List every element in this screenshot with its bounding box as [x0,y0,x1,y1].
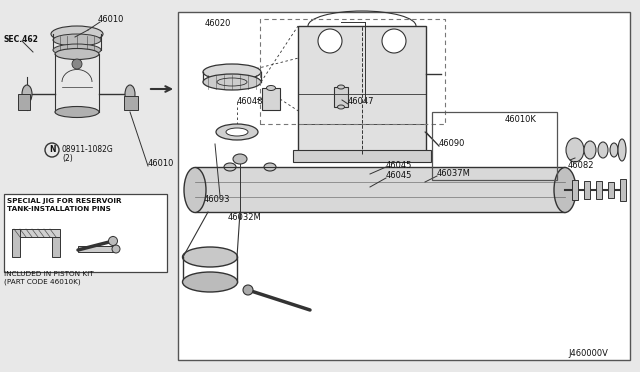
Ellipse shape [224,163,236,171]
Bar [12,229,60,237]
Text: 46047: 46047 [348,97,374,106]
Bar [195,167,565,212]
Text: 46037M: 46037M [437,170,471,179]
Ellipse shape [55,48,99,60]
Ellipse shape [337,105,344,109]
Bar [620,179,626,201]
Text: 46090: 46090 [439,140,465,148]
Ellipse shape [226,128,248,136]
Ellipse shape [125,85,135,103]
Ellipse shape [566,138,584,162]
Ellipse shape [584,141,596,159]
Text: 46032M: 46032M [228,212,262,221]
Text: SEC.462: SEC.462 [4,35,39,44]
Text: 46082: 46082 [568,160,595,170]
Text: N: N [49,145,55,154]
Bar [262,88,280,110]
Text: 46020: 46020 [205,19,232,29]
Circle shape [243,285,253,295]
Ellipse shape [598,142,608,158]
Bar [608,182,614,198]
Bar [124,96,138,110]
Text: 46093: 46093 [204,195,230,203]
Ellipse shape [203,74,261,90]
Text: 46010: 46010 [148,160,174,169]
Bar [334,87,348,107]
Text: TANK-INSTALLATION PINS: TANK-INSTALLATION PINS [7,206,111,212]
Ellipse shape [182,247,237,267]
Bar [596,181,602,199]
Ellipse shape [203,64,261,80]
Ellipse shape [216,124,258,140]
Bar [52,237,60,257]
Bar [572,180,578,200]
Text: J460000V: J460000V [568,350,608,359]
Ellipse shape [51,26,103,42]
Text: (2): (2) [62,154,73,163]
Bar [293,150,431,162]
Bar [12,229,20,257]
Text: 46045: 46045 [386,171,412,180]
Text: 46048: 46048 [237,97,264,106]
Text: 08911-1082G: 08911-1082G [62,145,114,154]
Ellipse shape [610,143,618,157]
Ellipse shape [554,167,576,212]
Ellipse shape [618,139,626,161]
Circle shape [318,29,342,53]
Ellipse shape [264,163,276,171]
Ellipse shape [266,86,275,90]
Ellipse shape [53,34,101,46]
Bar [260,19,445,124]
Circle shape [382,29,406,53]
Circle shape [109,237,118,246]
Text: SPECIAL JIG FOR RESERVOIR: SPECIAL JIG FOR RESERVOIR [7,198,122,204]
Text: (PART CODE 46010K): (PART CODE 46010K) [4,279,81,285]
Ellipse shape [53,44,101,56]
Bar [18,94,30,110]
Ellipse shape [233,154,247,164]
Bar [432,112,557,180]
Ellipse shape [184,167,206,212]
Bar [0,0,178,372]
Bar [178,12,630,360]
Bar [584,181,590,199]
Ellipse shape [182,272,237,292]
Bar [178,12,630,360]
Text: 46010: 46010 [98,16,124,25]
Bar [298,26,426,154]
Text: INCLUDED IN PISTON KIT: INCLUDED IN PISTON KIT [4,271,93,277]
Circle shape [112,245,120,253]
Ellipse shape [55,106,99,118]
Bar [78,246,116,252]
Bar [4,194,167,272]
Ellipse shape [337,85,344,89]
Circle shape [72,59,82,69]
Ellipse shape [22,85,32,103]
Text: 46010K: 46010K [505,115,537,124]
Text: 46045: 46045 [386,160,412,170]
